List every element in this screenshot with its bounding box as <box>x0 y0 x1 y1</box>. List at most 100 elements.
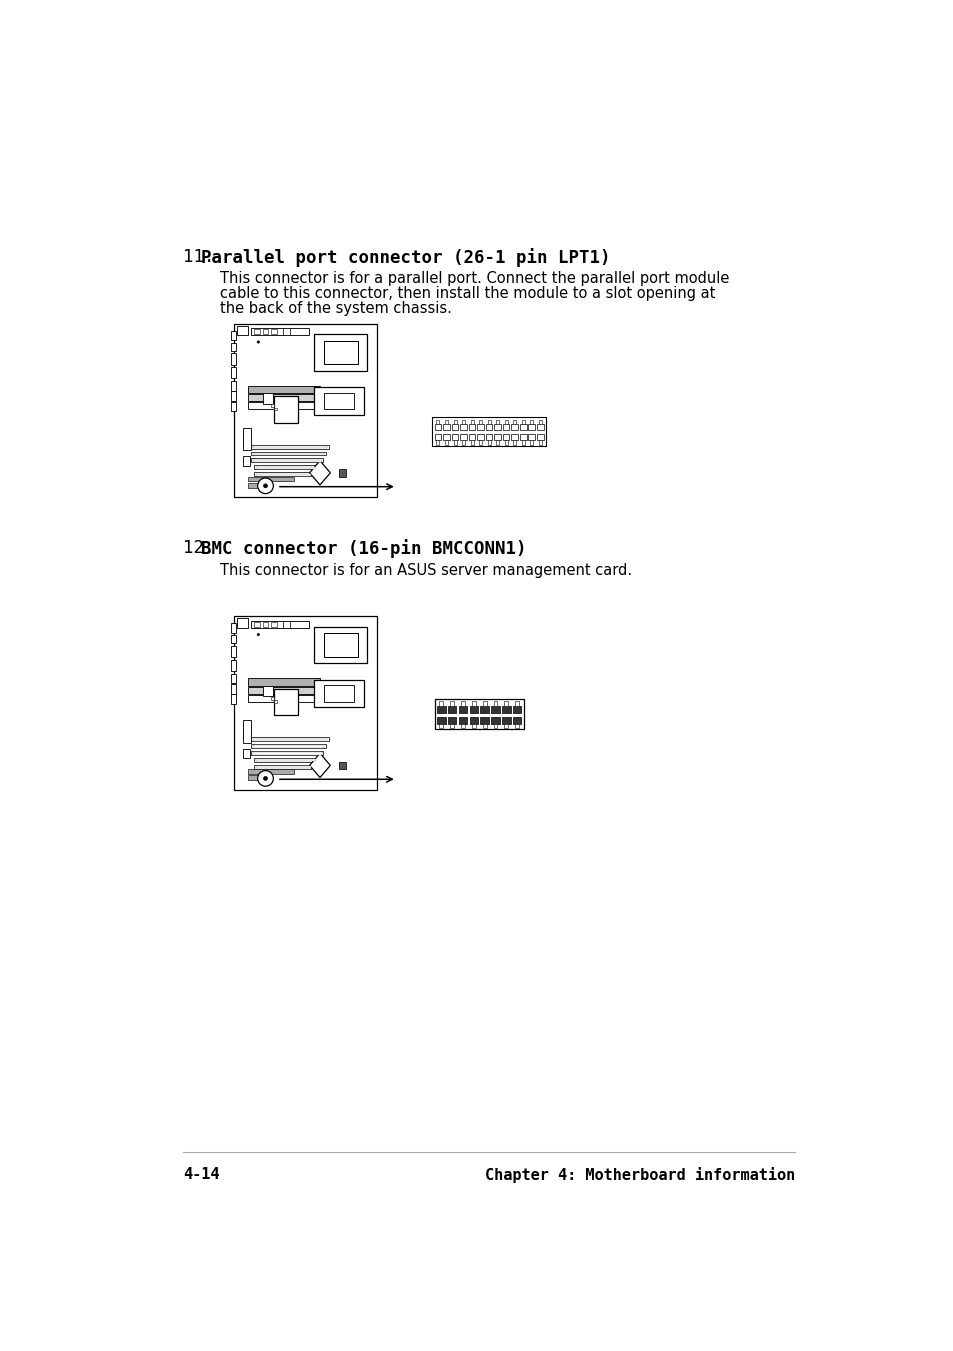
Bar <box>453 440 456 444</box>
Bar <box>253 330 259 335</box>
Bar <box>504 420 507 424</box>
Bar <box>274 700 276 703</box>
Bar <box>482 701 486 705</box>
Bar <box>271 330 276 335</box>
Bar <box>282 328 290 335</box>
Bar <box>480 717 488 724</box>
Bar <box>460 724 464 728</box>
Bar <box>274 396 298 423</box>
Bar <box>493 701 497 705</box>
Bar <box>253 459 321 462</box>
Bar <box>458 717 467 724</box>
Bar <box>314 386 364 415</box>
Bar <box>469 705 477 713</box>
Bar <box>231 659 235 671</box>
Bar <box>458 705 467 713</box>
Bar <box>248 686 319 694</box>
Bar <box>255 466 315 469</box>
Bar <box>231 623 235 632</box>
Bar <box>472 724 476 728</box>
Bar <box>452 434 457 440</box>
Bar <box>439 724 443 728</box>
Bar <box>253 758 316 762</box>
Bar <box>530 420 533 424</box>
Bar <box>459 424 466 431</box>
Bar <box>253 465 316 469</box>
Bar <box>324 685 354 701</box>
Bar <box>511 424 517 431</box>
Bar <box>314 334 367 370</box>
Bar <box>262 621 268 627</box>
Bar <box>242 428 251 450</box>
Bar <box>485 434 492 440</box>
Bar <box>468 424 475 431</box>
Bar <box>231 381 235 390</box>
Circle shape <box>257 478 274 493</box>
Bar <box>253 621 259 627</box>
Bar <box>494 424 500 431</box>
Bar <box>251 751 322 755</box>
Text: BMC connector (16-pin BMCCONN1): BMC connector (16-pin BMCCONN1) <box>201 539 526 558</box>
Bar <box>453 420 456 424</box>
Bar <box>538 440 541 444</box>
Bar <box>501 717 510 724</box>
Bar <box>231 401 235 411</box>
Bar <box>436 717 445 724</box>
Bar <box>253 753 321 754</box>
Bar <box>248 477 294 481</box>
Bar <box>432 417 545 446</box>
Bar <box>487 440 490 444</box>
Bar <box>242 435 251 444</box>
Bar <box>251 328 308 335</box>
Bar <box>468 434 475 440</box>
Bar <box>251 451 325 455</box>
Bar <box>314 627 367 663</box>
Bar <box>274 689 298 715</box>
Bar <box>324 393 354 409</box>
Bar <box>242 748 251 758</box>
Bar <box>478 440 481 444</box>
Bar <box>521 440 524 444</box>
Bar <box>253 473 311 477</box>
Bar <box>439 701 443 705</box>
Bar <box>470 420 473 424</box>
Bar <box>461 440 464 444</box>
Bar <box>231 674 235 684</box>
Bar <box>253 739 327 740</box>
Bar <box>231 646 235 657</box>
Bar <box>248 386 319 393</box>
Bar <box>236 326 248 335</box>
Bar <box>242 720 251 743</box>
Bar <box>248 694 319 703</box>
Bar <box>262 686 274 696</box>
Bar <box>478 420 481 424</box>
Bar <box>233 324 377 497</box>
Bar <box>231 353 235 365</box>
Bar <box>460 701 464 705</box>
Bar <box>513 440 516 444</box>
Bar <box>236 619 248 628</box>
Bar <box>513 705 521 713</box>
Bar <box>282 621 290 628</box>
Bar <box>528 434 535 440</box>
Bar <box>271 697 274 700</box>
Text: cable to this connector, then install the module to a slot opening at: cable to this connector, then install th… <box>220 286 715 301</box>
Bar <box>271 404 274 407</box>
Bar <box>528 424 535 431</box>
Bar <box>538 420 541 424</box>
Bar <box>530 440 533 444</box>
Bar <box>482 724 486 728</box>
Text: 12.: 12. <box>183 539 225 558</box>
Bar <box>248 678 319 686</box>
Bar <box>262 330 268 335</box>
Bar <box>513 420 516 424</box>
Bar <box>314 680 364 708</box>
Bar <box>515 724 518 728</box>
Polygon shape <box>310 461 330 485</box>
Bar <box>521 420 524 424</box>
Bar <box>251 621 308 628</box>
Circle shape <box>263 777 267 781</box>
Bar <box>476 434 483 440</box>
Bar <box>251 744 325 748</box>
Bar <box>248 394 319 401</box>
